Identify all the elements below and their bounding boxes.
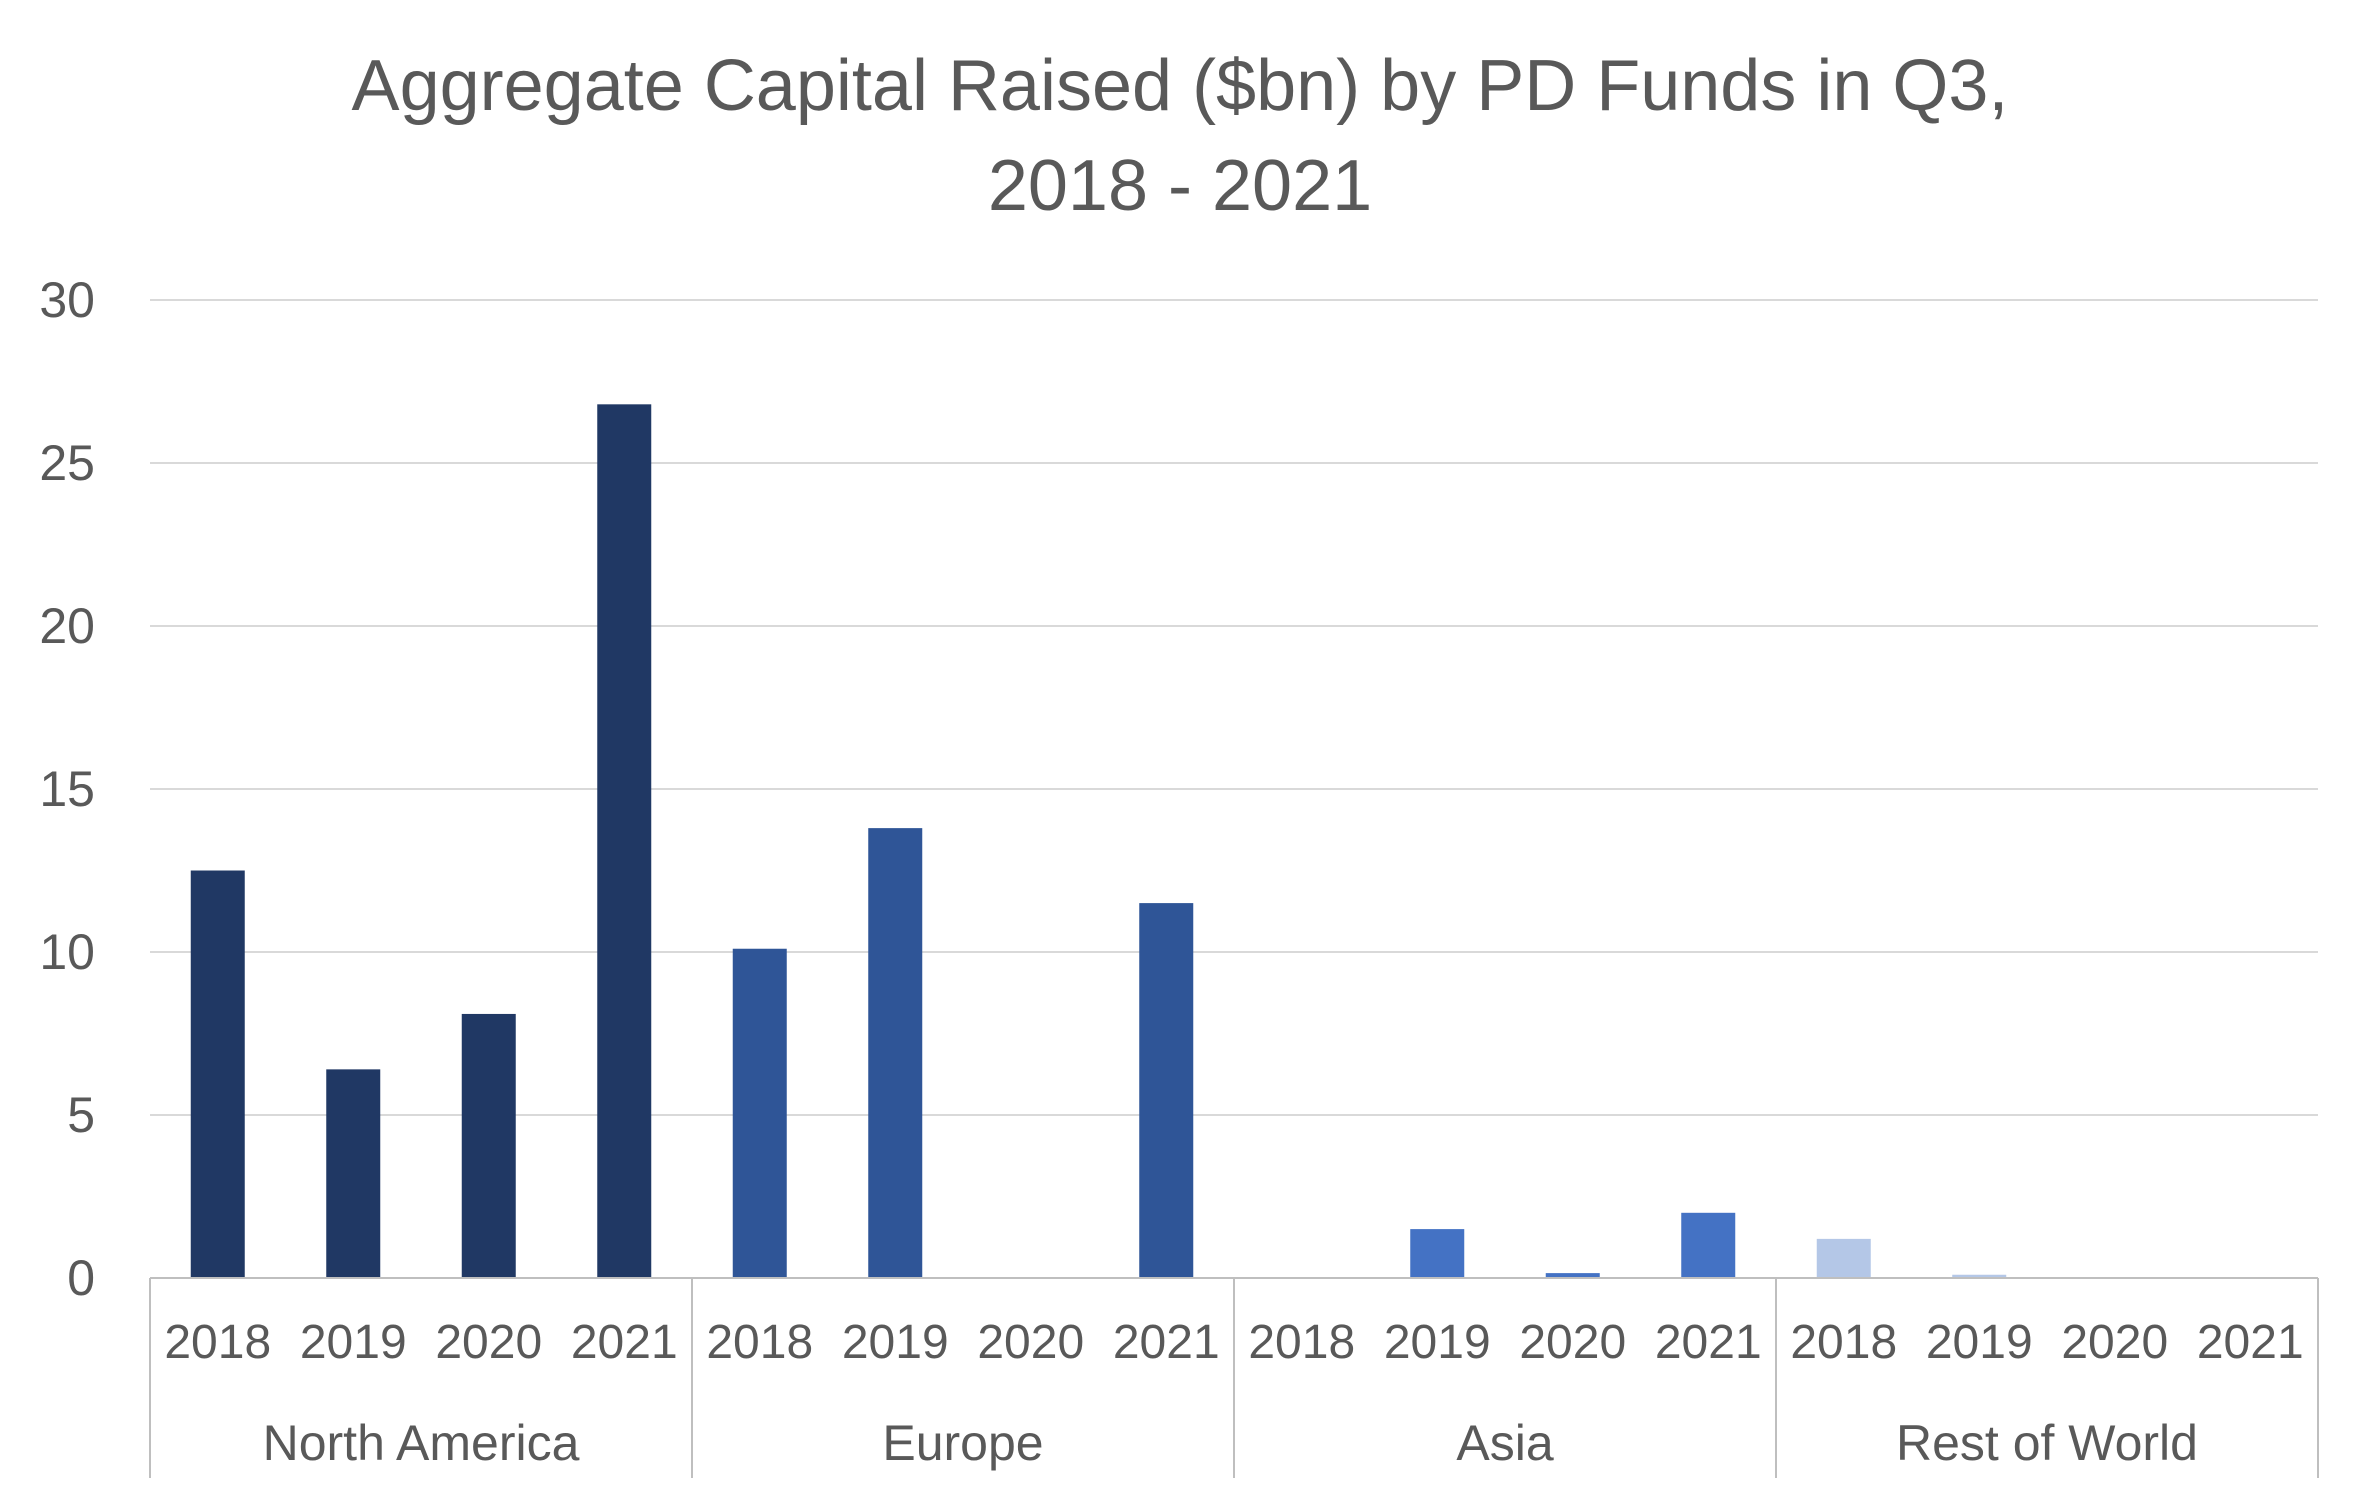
x-tick-label: 2021 — [2197, 1316, 2304, 1369]
group-label: Asia — [1456, 1415, 1553, 1471]
x-tick-label: 2019 — [1384, 1316, 1491, 1369]
bar — [1139, 903, 1194, 1278]
bar — [190, 870, 245, 1278]
x-tick-label: 2021 — [1655, 1316, 1762, 1369]
y-tick-label: 30 — [39, 272, 95, 328]
y-tick-label: 10 — [39, 924, 95, 980]
x-tick-label: 2019 — [842, 1316, 949, 1369]
group-label: North America — [263, 1415, 580, 1471]
x-tick-label: 2021 — [571, 1316, 678, 1369]
x-axis-tick-labels: 2018 2019 2020 2021 2018 2019 2020 2021 2018 2019… — [164, 1316, 2303, 1369]
y-tick-label: 25 — [39, 435, 95, 491]
bars — [190, 404, 2007, 1278]
y-tick-label: 15 — [39, 761, 95, 817]
x-tick-label: 2018 — [706, 1316, 813, 1369]
group-label: Europe — [882, 1415, 1043, 1471]
y-axis-tick-labels: 0 5 10 15 20 25 30 — [39, 272, 95, 1306]
x-tick-label: 2018 — [164, 1316, 271, 1369]
x-tick-label: 2020 — [435, 1316, 542, 1369]
x-tick-label: 2020 — [2061, 1316, 2168, 1369]
bar — [1816, 1238, 1871, 1278]
bar — [1681, 1212, 1736, 1278]
chart-title: Aggregate Capital Raised ($bn) by PD Fun… — [352, 46, 2009, 226]
y-tick-label: 20 — [39, 598, 95, 654]
x-tick-label: 2019 — [1926, 1316, 2033, 1369]
y-tick-label: 0 — [67, 1250, 95, 1306]
chart-title-line-2: 2018 - 2021 — [988, 146, 1372, 226]
x-tick-label: 2018 — [1248, 1316, 1355, 1369]
x-tick-label: 2020 — [1519, 1316, 1626, 1369]
bar — [326, 1069, 381, 1278]
x-tick-label: 2020 — [977, 1316, 1084, 1369]
x-axis — [149, 1277, 2319, 1478]
x-tick-label: 2019 — [300, 1316, 407, 1369]
bar — [1545, 1273, 1600, 1278]
x-axis-group-labels: North America Europe Asia Rest of World — [263, 1415, 2198, 1471]
bar — [1410, 1229, 1465, 1278]
bar — [1952, 1274, 2007, 1278]
bar — [597, 404, 652, 1278]
bar — [868, 828, 923, 1278]
bar — [732, 948, 787, 1278]
x-tick-label: 2021 — [1113, 1316, 1220, 1369]
bar — [461, 1013, 516, 1278]
y-tick-label: 5 — [67, 1087, 95, 1143]
group-label: Rest of World — [1896, 1415, 2198, 1471]
x-tick-label: 2018 — [1790, 1316, 1897, 1369]
gridlines — [150, 299, 2318, 1116]
chart-title-line-1: Aggregate Capital Raised ($bn) by PD Fun… — [352, 46, 2009, 126]
